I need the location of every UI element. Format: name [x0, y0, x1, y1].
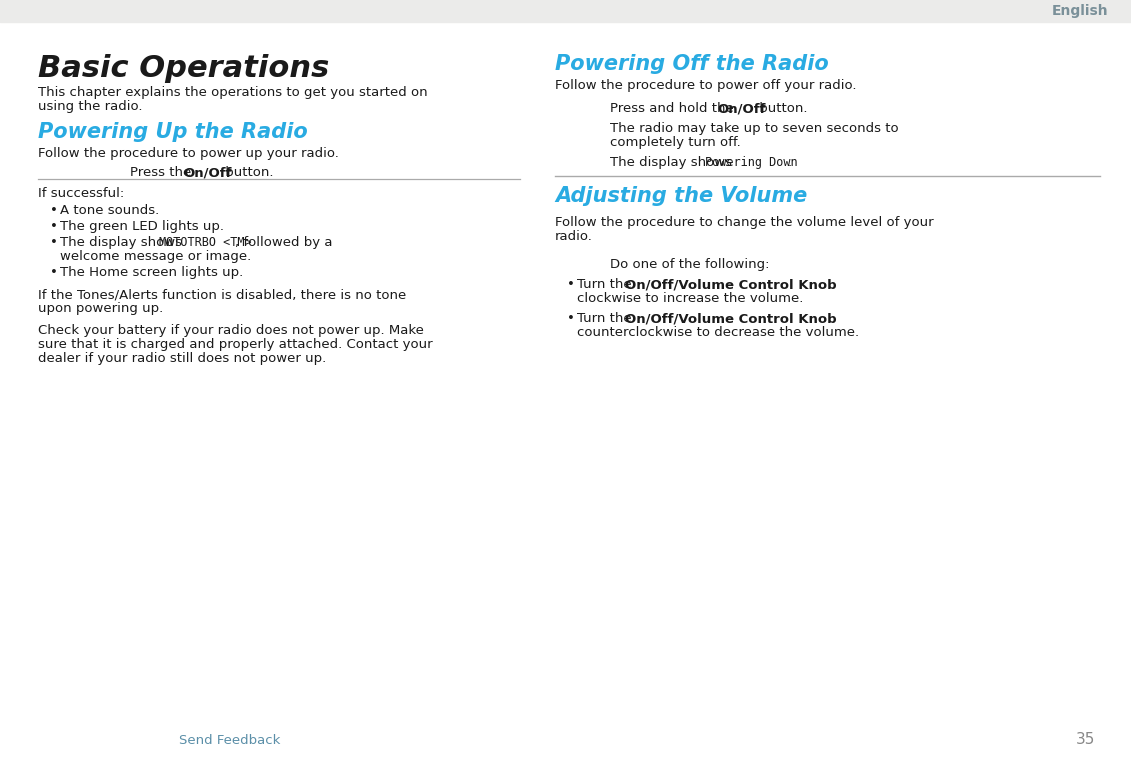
Text: Basic Operations: Basic Operations: [38, 54, 329, 83]
Text: counterclockwise to decrease the volume.: counterclockwise to decrease the volume.: [577, 326, 860, 339]
Text: This chapter explains the operations to get you started on: This chapter explains the operations to …: [38, 86, 428, 99]
Text: Follow the procedure to change the volume level of your: Follow the procedure to change the volum…: [555, 216, 933, 229]
Text: •: •: [567, 278, 575, 291]
Text: Press the: Press the: [130, 166, 196, 179]
Text: MOTOTRBO <TM>: MOTOTRBO <TM>: [159, 236, 251, 249]
Text: The radio may take up to seven seconds to: The radio may take up to seven seconds t…: [610, 122, 899, 135]
Text: •: •: [50, 204, 58, 217]
Text: Press and hold the: Press and hold the: [610, 102, 739, 115]
Text: completely turn off.: completely turn off.: [610, 136, 741, 149]
Text: clockwise to increase the volume.: clockwise to increase the volume.: [577, 292, 803, 305]
Text: •: •: [50, 236, 58, 249]
Text: •: •: [567, 312, 575, 325]
Text: Turn the: Turn the: [577, 278, 636, 291]
Text: Send Feedback: Send Feedback: [180, 734, 280, 747]
Text: .: .: [788, 156, 792, 169]
Text: •: •: [50, 220, 58, 233]
Text: Do one of the following:: Do one of the following:: [610, 258, 769, 271]
Text: using the radio.: using the radio.: [38, 100, 143, 113]
Text: Follow the procedure to power up your radio.: Follow the procedure to power up your ra…: [38, 147, 339, 160]
Text: Powering Down: Powering Down: [705, 156, 797, 169]
Text: A tone sounds.: A tone sounds.: [60, 204, 159, 217]
Text: dealer if your radio still does not power up.: dealer if your radio still does not powe…: [38, 352, 326, 365]
Text: Powering Off the Radio: Powering Off the Radio: [555, 54, 829, 74]
Text: The Home screen lights up.: The Home screen lights up.: [60, 266, 243, 279]
Text: On/Off/Volume Control Knob: On/Off/Volume Control Knob: [625, 312, 837, 325]
Text: Powering Up the Radio: Powering Up the Radio: [38, 122, 308, 142]
Text: On/Off: On/Off: [717, 102, 766, 115]
Text: On/Off: On/Off: [183, 166, 232, 179]
Text: , followed by a: , followed by a: [235, 236, 333, 249]
Text: radio.: radio.: [555, 230, 593, 243]
Text: •: •: [50, 266, 58, 279]
Text: If successful:: If successful:: [38, 187, 124, 200]
Text: sure that it is charged and properly attached. Contact your: sure that it is charged and properly att…: [38, 338, 433, 351]
Text: welcome message or image.: welcome message or image.: [60, 250, 251, 263]
Text: On/Off/Volume Control Knob: On/Off/Volume Control Knob: [625, 278, 837, 291]
Text: Check your battery if your radio does not power up. Make: Check your battery if your radio does no…: [38, 324, 424, 337]
Text: The display shows: The display shows: [60, 236, 187, 249]
Text: button.: button.: [756, 102, 808, 115]
Text: button.: button.: [221, 166, 274, 179]
Text: upon powering up.: upon powering up.: [38, 302, 163, 315]
Text: If the Tones/Alerts function is disabled, there is no tone: If the Tones/Alerts function is disabled…: [38, 288, 406, 301]
Text: Adjusting the Volume: Adjusting the Volume: [555, 186, 808, 206]
Bar: [0, 0, 1131, 22]
Text: The display shows: The display shows: [610, 156, 736, 169]
Text: English: English: [1052, 4, 1108, 18]
Text: The green LED lights up.: The green LED lights up.: [60, 220, 224, 233]
Text: Turn the: Turn the: [577, 312, 636, 325]
Text: Follow the procedure to power off your radio.: Follow the procedure to power off your r…: [555, 79, 856, 92]
Text: 35: 35: [1076, 732, 1095, 748]
